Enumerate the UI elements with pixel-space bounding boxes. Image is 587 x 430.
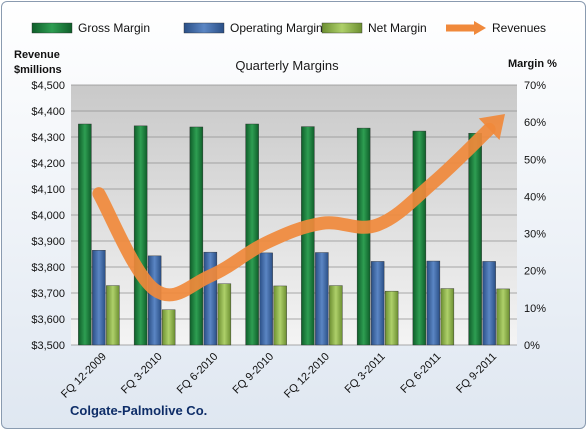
bar-net-margin xyxy=(273,285,287,346)
left-tick-label: $3,900 xyxy=(31,236,65,248)
revenue-line-path xyxy=(92,122,496,302)
bar-net-margin xyxy=(217,283,232,346)
bars xyxy=(78,123,510,346)
bar-net-margin xyxy=(496,288,510,346)
right-tick-label: 0% xyxy=(524,340,540,352)
left-tick-label: $4,200 xyxy=(31,158,65,170)
left-tick-label: $3,600 xyxy=(31,314,65,326)
left-axis-label-line2: $millions xyxy=(14,64,62,76)
x-axis-ticks: FQ 12-2009 FQ 3-2010 FQ 6-2010 FQ 9-2010 FQ … xyxy=(59,351,499,401)
x-tick-label: FQ 12-2010 xyxy=(282,351,332,401)
left-tick-label: $3,500 xyxy=(31,340,65,352)
legend-label: Operating Margin xyxy=(230,21,323,35)
bar-operating-margin xyxy=(203,251,218,346)
right-tick-label: 10% xyxy=(524,303,546,315)
left-tick-label: $4,100 xyxy=(31,184,65,196)
right-tick-label: 50% xyxy=(524,154,546,166)
bar-gross-margin xyxy=(78,123,92,346)
legend-label: Net Margin xyxy=(368,21,427,35)
bar-gross-margin xyxy=(412,130,427,346)
x-tick-label: FQ 6-2011 xyxy=(398,351,443,396)
x-tick-label: FQ 9-2010 xyxy=(231,351,277,397)
bar-operating-margin xyxy=(482,261,496,346)
x-tick-label: FQ 3-2010 xyxy=(119,351,165,397)
chart-title: Quarterly Margins xyxy=(235,58,339,73)
right-axis-ticks: 0% 10% 20% 30% 40% 50% 60% 70% xyxy=(524,80,546,352)
bar-operating-margin xyxy=(92,250,106,346)
left-tick-label: $3,800 xyxy=(31,262,65,274)
x-tick-label: FQ 12-2009 xyxy=(59,351,109,401)
bar-net-margin xyxy=(161,309,176,346)
legend-swatch xyxy=(183,22,225,34)
x-tick-label: FQ 9-2011 xyxy=(454,351,499,396)
right-tick-label: 40% xyxy=(524,191,546,203)
right-tick-label: 60% xyxy=(524,117,546,129)
bar-operating-margin xyxy=(426,260,441,346)
left-tick-label: $3,700 xyxy=(31,288,65,300)
left-tick-label: $4,000 xyxy=(31,210,65,222)
bar-operating-margin xyxy=(259,252,273,346)
bar-gross-margin xyxy=(468,133,482,346)
left-tick-label: $4,500 xyxy=(31,80,65,92)
right-tick-label: 30% xyxy=(524,229,546,241)
legend: Gross Margin Operating Margin Net Margin Re… xyxy=(31,21,546,35)
bar-net-margin xyxy=(106,285,120,346)
bar-operating-margin xyxy=(147,255,162,346)
legend-swatch-arrow xyxy=(474,21,486,35)
bar-gross-margin xyxy=(245,123,259,346)
bar-operating-margin xyxy=(315,252,329,346)
bar-net-margin xyxy=(440,288,455,346)
bar-net-margin xyxy=(329,285,343,346)
revenue-line xyxy=(92,113,506,302)
bar-gross-margin xyxy=(301,126,315,346)
left-axis-label-line1: Revenue xyxy=(14,49,60,61)
bar-net-margin xyxy=(384,290,399,346)
x-tick-label: FQ 6-2010 xyxy=(175,351,221,397)
right-tick-label: 20% xyxy=(524,266,546,278)
left-axis-ticks: $3,500 $3,600 $3,700 $3,800 $3,900 $4,000 $4,1… xyxy=(31,80,65,352)
bar-gross-margin xyxy=(133,125,148,346)
left-tick-label: $4,400 xyxy=(31,106,65,118)
right-tick-label: 70% xyxy=(524,80,546,92)
revenue-arrow-head xyxy=(478,113,506,141)
bar-gross-margin xyxy=(356,127,371,346)
company-name: Colgate-Palmolive Co. xyxy=(70,403,208,418)
left-tick-label: $4,300 xyxy=(31,132,65,144)
right-axis-label: Margin % xyxy=(508,58,557,70)
bar-operating-margin xyxy=(370,261,385,346)
x-tick-label: FQ 3-2011 xyxy=(343,351,388,396)
bar-gross-margin xyxy=(189,126,204,346)
legend-label: Gross Margin xyxy=(78,21,150,35)
legend-label: Revenues xyxy=(492,21,546,35)
legend-swatch xyxy=(321,22,363,34)
legend-swatch xyxy=(31,22,73,34)
